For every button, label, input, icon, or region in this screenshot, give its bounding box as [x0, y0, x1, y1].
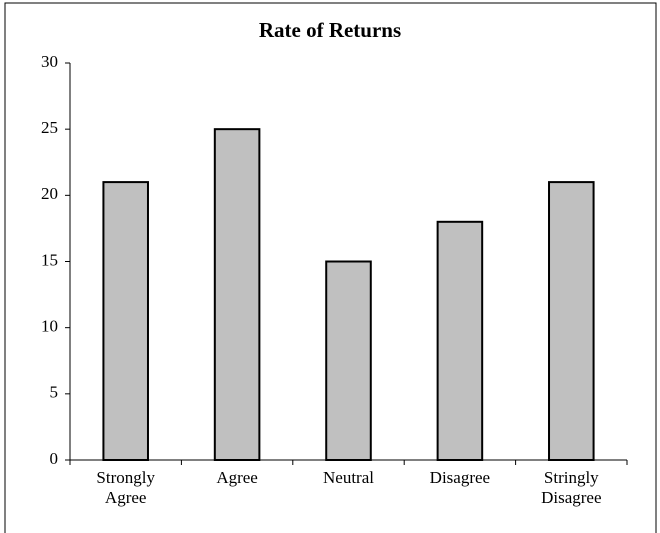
y-tick-label: 5 [50, 383, 59, 402]
y-tick-label: 0 [50, 449, 59, 468]
y-tick-label: 20 [41, 184, 58, 203]
x-tick-label: Neutral [323, 468, 374, 487]
y-tick-label: 10 [41, 317, 58, 336]
bar [325, 260, 372, 461]
y-tick-label: 30 [41, 52, 58, 71]
bar [548, 181, 595, 461]
chart-title: Rate of Returns [259, 18, 401, 42]
y-tick-label: 25 [41, 118, 58, 137]
chart-border [4, 2, 657, 533]
x-tick-label: Strongly Agree [96, 468, 155, 507]
x-tick-label: Stringly Disagree [541, 468, 602, 507]
bar [213, 128, 261, 462]
y-tick-label: 15 [41, 250, 58, 269]
bar [102, 181, 149, 461]
x-tick-label: Agree [216, 468, 258, 487]
x-tick-label: Disagree [429, 468, 491, 487]
bar [436, 220, 484, 461]
